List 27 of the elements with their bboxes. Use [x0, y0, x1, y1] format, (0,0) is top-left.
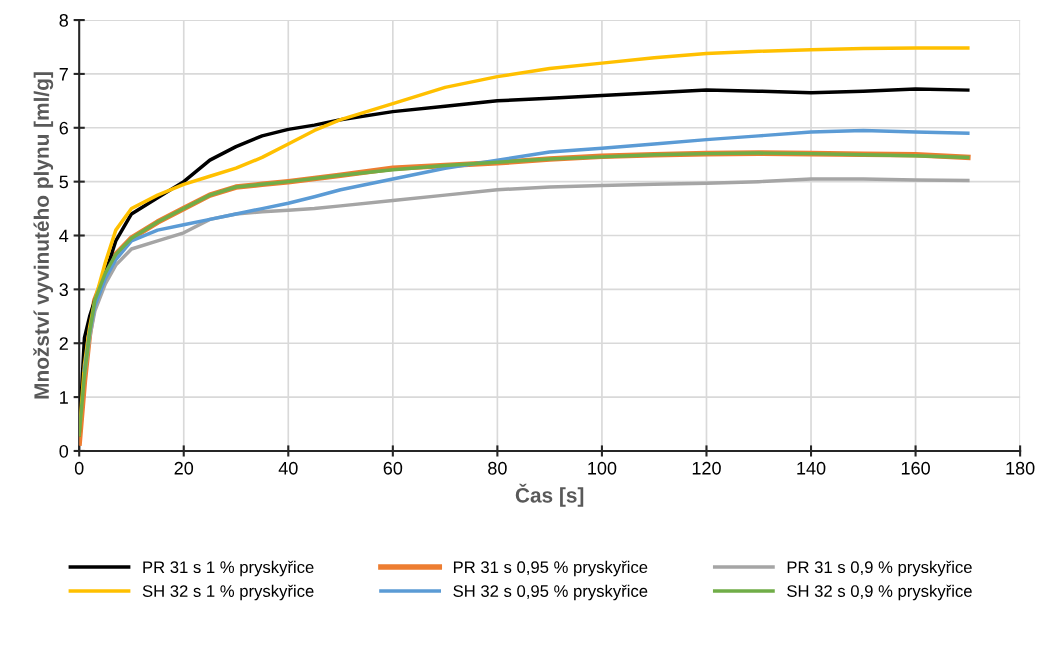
y-tick-label: 2 — [59, 337, 68, 350]
legend-label: PR 31 s 0,9 % pryskyřice — [787, 560, 972, 577]
legend-label: SH 32 s 1 % pryskyřice — [142, 584, 314, 601]
x-tick-label: 60 — [383, 461, 403, 475]
y-tick-label: 1 — [60, 391, 68, 404]
y-tick-label: 4 — [59, 229, 69, 243]
legend-label: SH 32 s 0,95 % pryskyřice — [453, 584, 648, 601]
x-tick-label: 100 — [588, 461, 617, 475]
x-tick-label: 160 — [901, 461, 930, 475]
x-axis-title: Čas [s] — [515, 483, 584, 507]
x-tick-label: 40 — [278, 461, 298, 475]
legend-label: SH 32 s 0,9 % pryskyřice — [787, 584, 972, 601]
y-tick-label: 8 — [59, 13, 68, 27]
x-tick-label: 140 — [797, 461, 826, 475]
y-tick-label: 3 — [59, 283, 68, 297]
y-tick-label: 0 — [59, 444, 69, 458]
y-tick-label: 6 — [59, 121, 68, 135]
legend-label: PR 31 s 1 % pryskyřice — [143, 560, 314, 577]
x-tick-label: 20 — [174, 461, 194, 475]
y-tick-label: 5 — [59, 175, 69, 189]
legend-label: PR 31 s 0,95 % pryskyřice — [453, 560, 648, 577]
x-tick-label: 120 — [692, 461, 721, 475]
x-tick-label: 80 — [488, 461, 507, 475]
y-tick-label: 7 — [59, 68, 68, 81]
x-tick-label: 180 — [1006, 461, 1035, 475]
x-tick-label: 0 — [74, 461, 84, 475]
y-axis-title: Množství vyvinutého plynu [ml/g] — [33, 72, 54, 399]
